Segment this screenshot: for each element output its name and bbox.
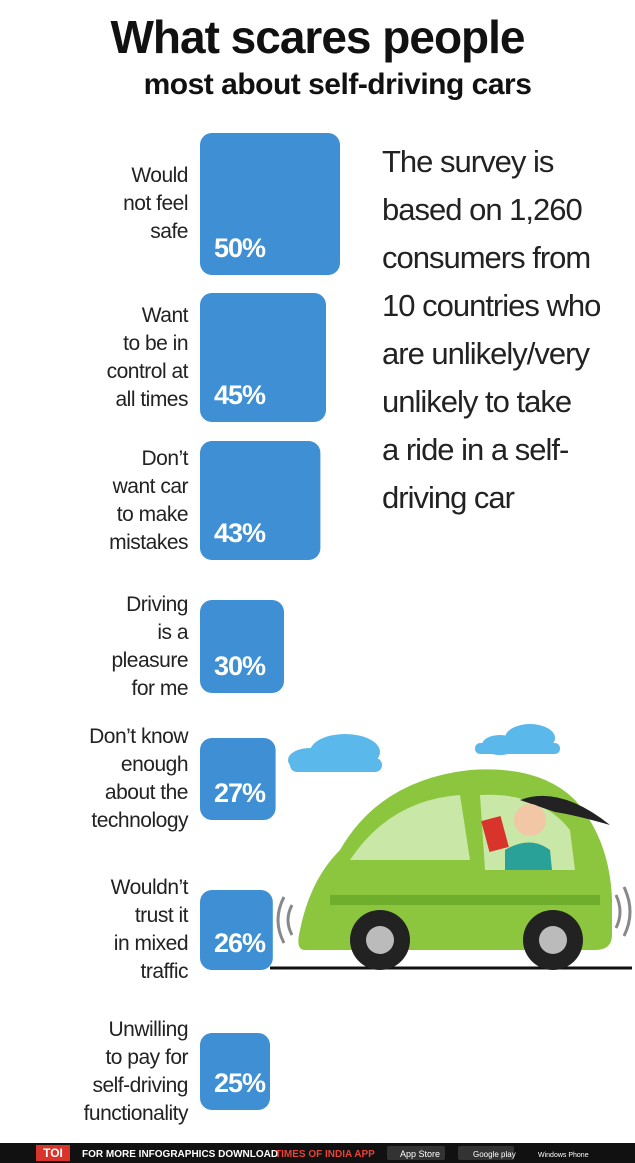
store-label[interactable]: Google play	[473, 1150, 516, 1159]
car-illustration	[270, 769, 632, 970]
value-label: 26%	[214, 928, 266, 958]
store-badge[interactable]	[387, 1146, 445, 1160]
value-label: 25%	[214, 1068, 266, 1098]
annotation: The survey is based on 1,260 consumers f…	[382, 144, 601, 515]
bar	[200, 600, 284, 693]
value-label: 27%	[214, 778, 266, 808]
footer-logo	[36, 1145, 70, 1161]
store-badge[interactable]	[458, 1146, 514, 1160]
footer-text: FOR MORE INFOGRAPHICS DOWNLOAD	[82, 1149, 278, 1160]
footer-brand: TOI	[43, 1146, 63, 1160]
value-label: 30%	[214, 651, 266, 681]
category-label: Wouldn’t trust it in mixed traffic	[110, 876, 189, 983]
bar	[200, 293, 326, 422]
chart-title: What scares people	[110, 11, 525, 63]
bar	[200, 890, 273, 970]
category-label: Don’t know enough about the technology	[89, 725, 188, 832]
bar	[200, 1033, 270, 1110]
category-label: Unwilling to pay for self-driving functi…	[83, 1017, 189, 1125]
bar	[200, 738, 276, 820]
store-label[interactable]: Windows Phone	[538, 1152, 589, 1159]
category-label: Don’t want car to make mistakes	[109, 446, 188, 554]
category-label: Want to be in control at all times	[106, 303, 189, 411]
value-label: 43%	[214, 518, 266, 548]
value-label: 45%	[214, 380, 266, 410]
category-label: Would not feel safe	[123, 164, 188, 243]
bar	[200, 133, 340, 275]
cloud	[288, 724, 560, 772]
bar	[200, 441, 321, 560]
chart-subtitle: most about self-driving cars	[143, 68, 532, 101]
store-label[interactable]: App Store	[400, 1149, 440, 1159]
footer-app: TIMES OF INDIA APP	[275, 1149, 375, 1160]
category-label: Driving is a pleasure for me	[111, 592, 188, 700]
value-label: 50%	[214, 233, 266, 263]
